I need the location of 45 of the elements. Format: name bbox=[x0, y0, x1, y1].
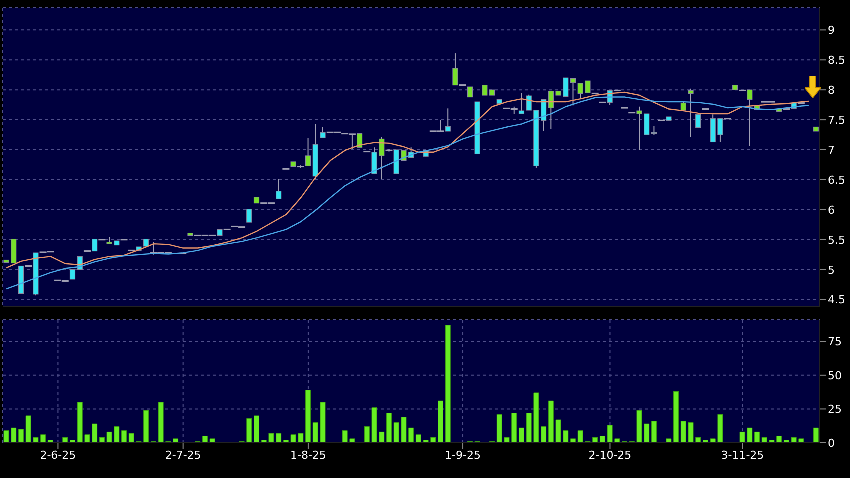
candlestick bbox=[482, 84, 488, 96]
y-tick-label: 8.5 bbox=[828, 54, 846, 68]
y-tick-label: 6 bbox=[828, 204, 835, 217]
bar bbox=[813, 428, 819, 443]
bar bbox=[202, 436, 208, 443]
y-tick-label: 25 bbox=[828, 403, 842, 416]
y-tick-label: 0 bbox=[828, 436, 835, 450]
bar bbox=[754, 432, 760, 443]
x-tick-label: 2-7-25 bbox=[165, 448, 202, 462]
candlestick bbox=[688, 88, 694, 138]
candlestick bbox=[92, 238, 98, 252]
y-tick-label: 75 bbox=[828, 336, 842, 349]
y-tick-label: 6.5 bbox=[828, 174, 846, 187]
bar bbox=[570, 438, 576, 443]
y-tick-label: 9 bbox=[828, 24, 835, 38]
bar bbox=[122, 430, 128, 443]
y-tick-label: 7 bbox=[828, 144, 835, 157]
y-tick-label: 8 bbox=[828, 84, 835, 97]
bar bbox=[306, 390, 312, 443]
bar bbox=[210, 438, 216, 443]
y-tick-label: 4.5 bbox=[828, 294, 846, 307]
y-tick-label: 5.5 bbox=[828, 234, 846, 247]
y-tick-label: 50 bbox=[828, 369, 842, 382]
bar bbox=[445, 325, 451, 443]
y-tick-label: 5 bbox=[828, 264, 835, 277]
candlestick bbox=[570, 78, 576, 106]
bar bbox=[18, 429, 24, 443]
bar bbox=[438, 400, 444, 443]
candlestick bbox=[696, 114, 702, 128]
candlestick bbox=[467, 86, 474, 98]
x-tick-label: 1-8-25 bbox=[290, 448, 326, 462]
bar bbox=[254, 416, 260, 443]
y-tick-label: 7.5 bbox=[828, 114, 846, 127]
candlestick bbox=[246, 209, 252, 223]
bar bbox=[518, 428, 524, 443]
bar bbox=[651, 421, 657, 443]
x-tick-label: 2-6-25 bbox=[40, 448, 76, 462]
x-tick-label: 2-10-25 bbox=[588, 448, 632, 462]
x-tick-label: 1-9-25 bbox=[445, 448, 481, 462]
bar bbox=[386, 413, 392, 443]
candlestick bbox=[356, 134, 363, 148]
candlestick bbox=[518, 92, 525, 115]
candlestick bbox=[70, 270, 76, 280]
x-tick-label: 3-11-25 bbox=[721, 448, 764, 462]
candlestick bbox=[276, 178, 282, 200]
